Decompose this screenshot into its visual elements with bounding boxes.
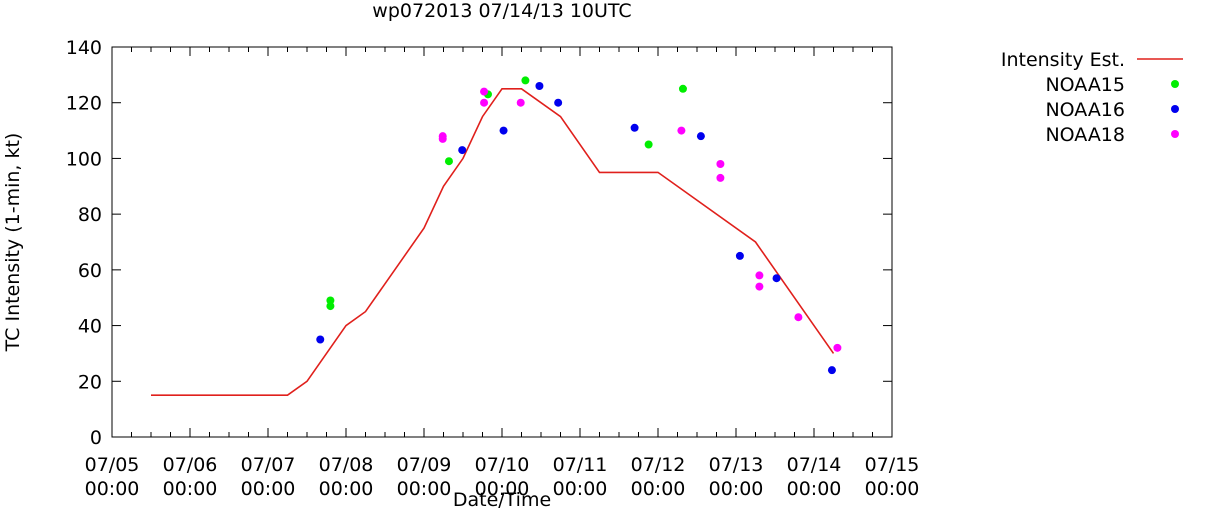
noaa16-point (458, 146, 467, 155)
noaa16-point (735, 251, 744, 260)
noaa16-point (827, 366, 836, 375)
x-tick-label-date: 07/07 (241, 454, 296, 476)
y-tick-label: 100 (66, 148, 102, 170)
noaa18-point (794, 313, 803, 322)
y-tick-label: 20 (78, 371, 102, 393)
x-tick-label-time: 00:00 (241, 478, 296, 500)
x-axis-label: Date/Time (453, 489, 551, 509)
noaa15-point (326, 302, 335, 311)
noaa18-point (480, 87, 489, 96)
noaa16-point (630, 123, 639, 132)
chart-title: wp072013 07/14/13 10UTC (372, 0, 631, 22)
y-tick-label: 0 (90, 427, 102, 449)
noaa15-point (678, 84, 687, 93)
noaa16-point (772, 274, 781, 283)
noaa18-point (677, 126, 686, 135)
x-tick-label-time: 00:00 (397, 478, 452, 500)
legend-label: NOAA15 (1045, 74, 1125, 96)
x-tick-label-date: 07/10 (475, 454, 530, 476)
x-tick-label-time: 00:00 (631, 478, 686, 500)
x-tick-label-date: 07/11 (553, 454, 608, 476)
y-tick-label: 80 (78, 204, 102, 226)
x-tick-label-date: 07/08 (319, 454, 374, 476)
x-tick-label-time: 00:00 (709, 478, 764, 500)
x-tick-label-date: 07/14 (787, 454, 842, 476)
x-tick-label-time: 00:00 (163, 478, 218, 500)
x-tick-label-date: 07/12 (631, 454, 686, 476)
noaa16-point (535, 82, 544, 90)
x-tick-label-time: 00:00 (85, 478, 140, 500)
noaa16-point (554, 98, 563, 107)
y-tick-label: 140 (66, 37, 102, 59)
x-axis: 07/0500:0007/0600:0007/0700:0007/0800:00… (85, 47, 920, 500)
y-tick-label: 60 (78, 260, 102, 282)
noaa15-point (326, 296, 335, 305)
x-tick-label-time: 00:00 (865, 478, 920, 500)
noaa18-point (755, 271, 764, 280)
noaa18-point (438, 134, 447, 143)
noaa18-point (516, 98, 525, 107)
noaa16-point (696, 132, 705, 141)
legend-swatch-point (1171, 105, 1179, 113)
y-tick-label: 120 (66, 93, 102, 115)
legend-label: Intensity Est. (1001, 49, 1125, 71)
x-tick-label-date: 07/13 (709, 454, 764, 476)
noaa15-point (521, 76, 530, 85)
noaa18-point (716, 173, 725, 182)
noaa16-point (499, 126, 508, 135)
legend-label: NOAA18 (1045, 124, 1125, 146)
x-tick-label-time: 00:00 (475, 478, 530, 500)
legend-swatch-point (1171, 130, 1179, 138)
x-tick-label-date: 07/06 (163, 454, 218, 476)
y-tick-label: 40 (78, 316, 102, 338)
x-tick-label-date: 07/05 (85, 454, 140, 476)
legend: Intensity Est. NOAA15 NOAA16 NOAA18 (1001, 49, 1183, 146)
plot-series (151, 76, 842, 397)
noaa15-point (644, 140, 653, 149)
y-axis-label: TC Intensity (1-min, kt) (2, 133, 24, 353)
intensity-est-line (151, 88, 835, 397)
noaa18-point (716, 160, 725, 168)
legend-swatch-point (1171, 80, 1179, 88)
noaa15-point (444, 157, 453, 166)
x-tick-label-time: 00:00 (553, 478, 608, 500)
x-tick-label-time: 00:00 (319, 478, 374, 500)
noaa16-point (316, 335, 325, 344)
legend-label: NOAA16 (1045, 99, 1125, 121)
plot-frame (111, 46, 893, 438)
noaa18-point (755, 282, 764, 291)
noaa18-point (833, 343, 842, 352)
y-axis: 0 20 40 60 80 100 120 140 (66, 37, 892, 449)
x-tick-label-time: 00:00 (787, 478, 842, 500)
x-tick-label-date: 07/15 (865, 454, 920, 476)
noaa18-point (480, 98, 489, 107)
x-tick-label-date: 07/09 (397, 454, 452, 476)
